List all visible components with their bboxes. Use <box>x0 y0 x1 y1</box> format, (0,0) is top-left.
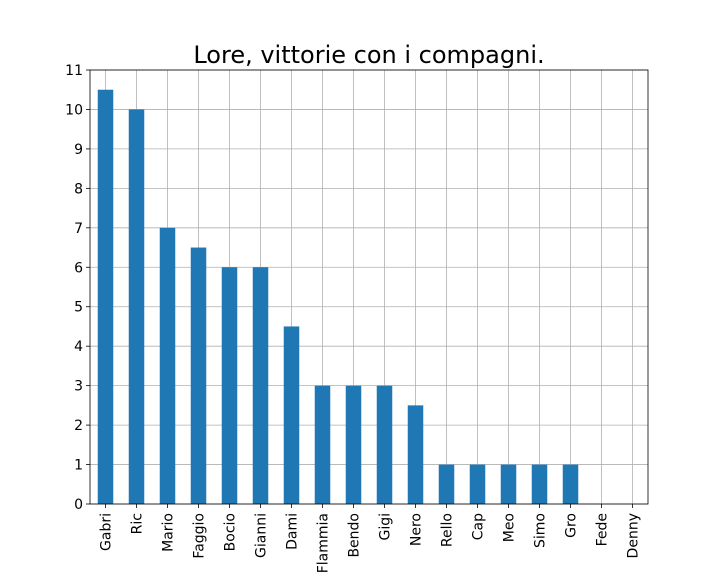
y-tick-label: 11 <box>65 63 83 79</box>
bar <box>407 405 424 504</box>
bar <box>283 326 300 504</box>
bar <box>469 464 486 504</box>
bars-layer <box>97 89 579 505</box>
bar <box>345 385 362 504</box>
bar <box>376 385 393 504</box>
chart-title: Lore, vittorie con i compagni. <box>193 41 544 69</box>
x-axis: Gabri Ric Mario Faggio Bocio Gianni Dami Flammi… <box>99 504 642 573</box>
x-tick-label: Gro <box>564 513 580 538</box>
x-tick-label: Fede <box>595 513 611 546</box>
y-tick-label: 1 <box>74 458 83 474</box>
bar <box>314 385 331 504</box>
y-tick-label: 2 <box>74 418 83 434</box>
x-tick-label: Rello <box>440 513 456 547</box>
x-tick-label: Ric <box>130 513 146 534</box>
bar <box>252 267 269 504</box>
y-tick-label: 6 <box>74 260 83 276</box>
plot-frame <box>89 69 649 505</box>
x-tick-label: Mario <box>161 513 177 552</box>
x-tick-label: Nero <box>409 513 425 546</box>
y-axis: 0 1 2 3 4 5 6 7 8 9 10 11 <box>65 63 90 513</box>
y-tick-label: 0 <box>74 497 83 513</box>
x-tick-label: Gabri <box>99 513 115 551</box>
bar <box>221 267 238 504</box>
bar <box>190 247 207 504</box>
bar <box>128 109 145 505</box>
y-tick-label: 5 <box>74 300 83 316</box>
x-tick-label: Flammia <box>316 513 332 573</box>
x-tick-label: Bocio <box>223 513 239 551</box>
x-tick-label: Cap <box>471 513 487 540</box>
x-tick-label: Denny <box>626 513 642 558</box>
x-tick-label: Faggio <box>192 513 208 559</box>
y-tick-label: 7 <box>74 221 83 237</box>
x-tick-label: Bendo <box>347 513 363 558</box>
x-tick-label: Dami <box>285 513 301 550</box>
y-tick-label: 4 <box>74 339 83 355</box>
y-tick-label: 10 <box>65 102 83 118</box>
bar <box>562 464 579 504</box>
y-tick-label: 3 <box>74 379 83 395</box>
x-tick-label: Meo <box>502 513 518 542</box>
bar <box>438 464 455 504</box>
bar <box>159 227 176 504</box>
x-tick-label: Gigi <box>378 513 394 541</box>
bar <box>531 464 548 504</box>
bar <box>500 464 517 504</box>
x-tick-label: Gianni <box>254 513 270 558</box>
y-tick-label: 8 <box>74 181 83 197</box>
y-tick-label: 9 <box>74 142 83 158</box>
x-tick-label: Simo <box>533 513 549 548</box>
bar <box>97 89 114 505</box>
